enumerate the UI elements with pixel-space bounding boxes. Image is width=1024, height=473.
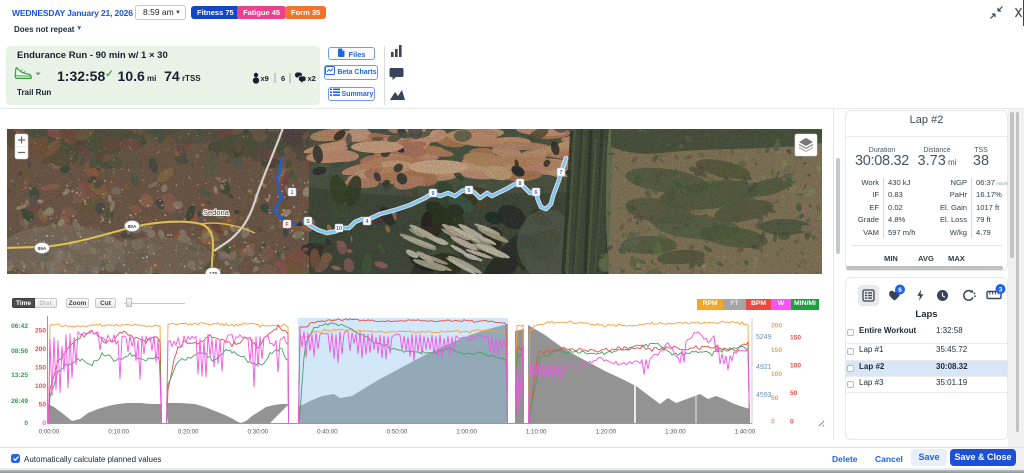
svg-text:100: 100: [35, 383, 46, 390]
svg-text:Sedona: Sedona: [203, 208, 230, 217]
svg-text:0:00:00: 0:00:00: [39, 429, 60, 436]
svg-text:7: 7: [560, 170, 563, 176]
svg-text:89A: 89A: [38, 246, 47, 252]
svg-text:1:30:00: 1:30:00: [665, 429, 686, 436]
svg-text:08:56: 08:56: [11, 348, 28, 355]
svg-text:0:20:00: 0:20:00: [178, 429, 199, 436]
svg-text:0:40:00: 0:40:00: [317, 429, 338, 436]
svg-text:200: 200: [771, 323, 782, 330]
svg-text:6: 6: [281, 74, 285, 83]
svg-text:06:42: 06:42: [11, 323, 28, 330]
svg-text:50: 50: [771, 395, 779, 402]
svg-text:5: 5: [468, 188, 471, 194]
svg-text:150: 150: [35, 365, 46, 372]
svg-text:6: 6: [898, 287, 902, 294]
svg-text:100: 100: [790, 363, 801, 370]
svg-text:150: 150: [771, 347, 782, 354]
svg-text:179: 179: [209, 271, 217, 274]
svg-text:150: 150: [790, 335, 801, 342]
svg-text:x2: x2: [308, 74, 316, 83]
svg-text:1:00:00: 1:00:00: [456, 429, 477, 436]
svg-text:S: S: [306, 219, 310, 225]
svg-text:0:30:00: 0:30:00: [247, 429, 268, 436]
svg-text:50: 50: [39, 402, 47, 409]
svg-text:0:10:00: 0:10:00: [108, 429, 129, 436]
svg-text:0: 0: [24, 420, 28, 427]
svg-text:100: 100: [771, 371, 782, 378]
svg-text:4: 4: [366, 219, 369, 225]
svg-text:4593: 4593: [756, 392, 772, 399]
svg-text:1:20:00: 1:20:00: [595, 429, 616, 436]
svg-text:89A: 89A: [128, 224, 137, 230]
svg-text:0: 0: [771, 419, 775, 426]
svg-text:6: 6: [535, 190, 538, 196]
svg-text:50: 50: [790, 390, 798, 397]
svg-text:13:25: 13:25: [11, 372, 28, 379]
svg-text:1:10:00: 1:10:00: [526, 429, 547, 436]
svg-text:4921: 4921: [756, 364, 772, 371]
svg-text:250: 250: [35, 328, 46, 335]
svg-text:8: 8: [519, 181, 522, 187]
svg-text:200: 200: [35, 346, 46, 353]
svg-text:10: 10: [336, 226, 342, 232]
svg-text:0:50:00: 0:50:00: [387, 429, 408, 436]
svg-text:3: 3: [999, 286, 1003, 293]
svg-text:1:40:00: 1:40:00: [735, 429, 756, 436]
svg-text:0: 0: [42, 420, 46, 427]
svg-text:F: F: [285, 222, 289, 228]
svg-text:5249: 5249: [756, 334, 772, 341]
svg-text:1: 1: [291, 190, 294, 196]
svg-text:9: 9: [432, 191, 435, 197]
svg-text:26:49: 26:49: [11, 398, 28, 405]
svg-text:x9: x9: [261, 74, 269, 83]
svg-text:0: 0: [790, 419, 794, 426]
